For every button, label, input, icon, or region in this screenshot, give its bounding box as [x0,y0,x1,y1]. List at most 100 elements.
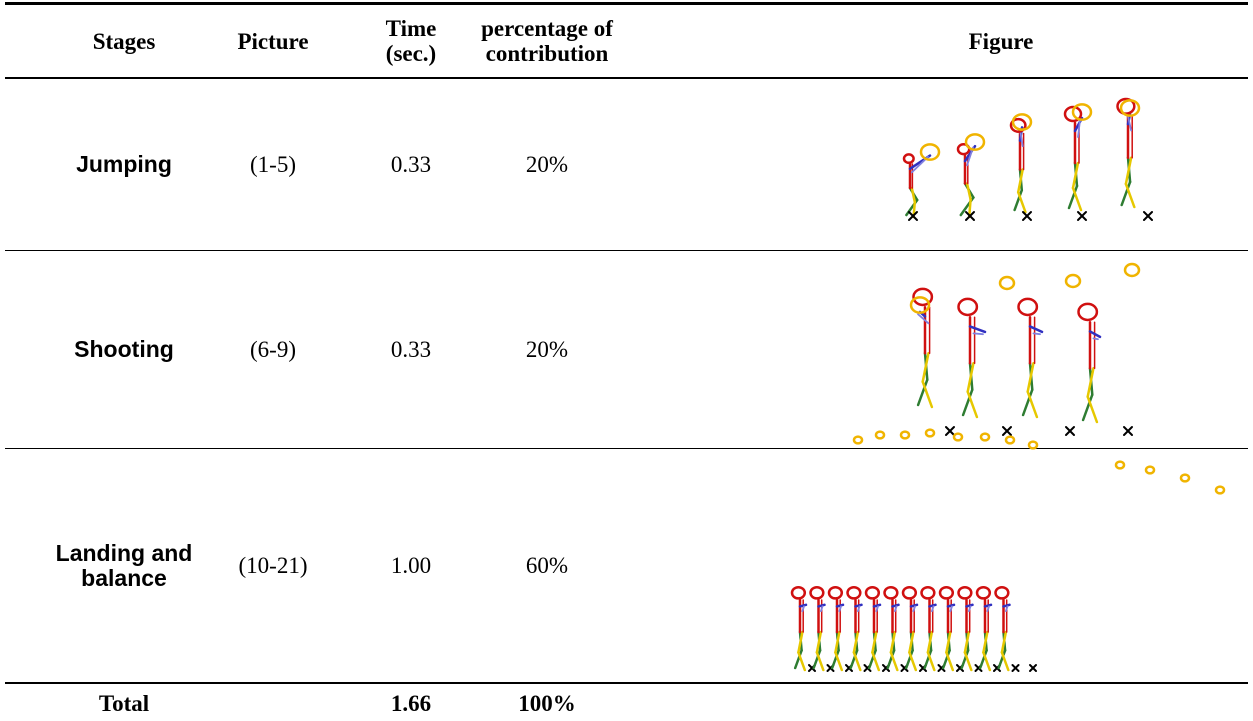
figure-stroke [894,605,898,613]
ball [1011,113,1033,131]
figure-stroke [1021,388,1034,417]
figure-stroke [812,649,822,670]
figure-stroke [908,630,915,654]
head [975,585,992,600]
head [827,585,844,600]
figure-stroke [1067,184,1079,210]
top-rule [5,2,1248,5]
figure-stroke [917,313,930,325]
figure-stroke [965,182,972,201]
figure-stroke [923,649,933,670]
table-cell: Figure [968,28,1034,54]
head [846,585,862,600]
figure-stroke [1088,330,1102,339]
figure-stroke [908,211,918,221]
head [957,297,979,317]
figure-stroke [889,630,897,654]
ball [852,435,864,445]
figure-stroke [1013,188,1024,212]
figure-stroke [921,380,934,409]
figure-stroke [931,605,935,613]
figure-stroke [966,362,975,393]
table-cell: Landing and balance [55,539,193,591]
figure-stroke [968,325,987,334]
figure-stroke [891,603,900,608]
table-cell: 0.33 [390,152,432,177]
head [912,287,934,307]
head [901,585,918,600]
head [938,585,955,600]
figure-stroke [889,651,899,672]
table-cell: Time (sec.) [385,16,437,66]
row-rule [5,250,1248,251]
ball [998,275,1016,291]
figure-stroke [945,630,952,654]
head [883,585,899,600]
figure-stroke [793,649,803,670]
figure-stroke [904,649,914,670]
total-rule [5,682,1248,684]
ball [1071,103,1093,121]
figure-stroke [921,352,930,383]
figure-stroke [908,651,918,672]
figure-stroke [1028,325,1044,334]
head [920,585,936,600]
head [902,153,915,165]
figure-stroke [1016,190,1027,214]
figure-stroke [1077,119,1081,138]
figure-stroke [966,146,974,167]
figure-stroke [945,651,955,672]
head [994,585,1010,600]
figure-stroke [960,649,970,670]
figure-stroke [815,630,823,654]
figure-stroke [986,605,990,613]
figure-stroke [830,649,840,670]
figure-stroke [963,651,973,672]
figure-stroke [834,651,844,672]
figure-stroke [1022,211,1032,221]
figure-stroke [949,605,953,613]
figure-stroke [820,605,824,613]
figure-stroke [909,603,919,608]
figure-stroke [838,605,842,613]
figure-stroke [1086,367,1095,398]
figure-stroke [875,605,879,613]
figure-stroke [815,651,825,672]
figure-stroke [961,388,974,417]
figure-stroke [1086,395,1099,424]
table-cell: (10-21) [238,553,308,578]
head [1077,302,1099,322]
figure-stroke [982,630,989,654]
figure-stroke [1071,186,1083,212]
table-cell: 1.66 [390,691,432,716]
figure-stroke [928,603,937,608]
table-cell: 1.00 [390,553,432,578]
figure-stroke [968,605,972,613]
figure-stroke [797,651,807,672]
figure-stroke [797,630,804,654]
ball [919,143,941,161]
header-rule [5,77,1248,79]
table-cell: Picture [237,28,309,54]
table-cell: percentage of contribution [481,16,613,66]
figure-stroke [1005,605,1009,613]
figure-stroke [926,630,934,654]
figure-stroke [801,605,805,613]
figure-stroke [912,605,916,613]
figure-stroke [834,630,841,654]
figure-stroke [1000,651,1010,672]
table-cell: 20% [525,152,569,177]
table-cell: Jumping [76,151,172,177]
figure-stroke [852,630,860,654]
figure-stroke [1120,180,1132,207]
figure-stroke [916,378,929,407]
figure-stroke [966,390,979,419]
head [1063,105,1083,123]
figure-stroke [1065,426,1075,436]
ball [1214,485,1226,495]
figure-stroke [1124,182,1136,209]
figure-stroke [1011,664,1020,672]
figure-stroke [1002,426,1012,436]
ball [1144,465,1156,475]
figure-stroke [849,649,859,670]
